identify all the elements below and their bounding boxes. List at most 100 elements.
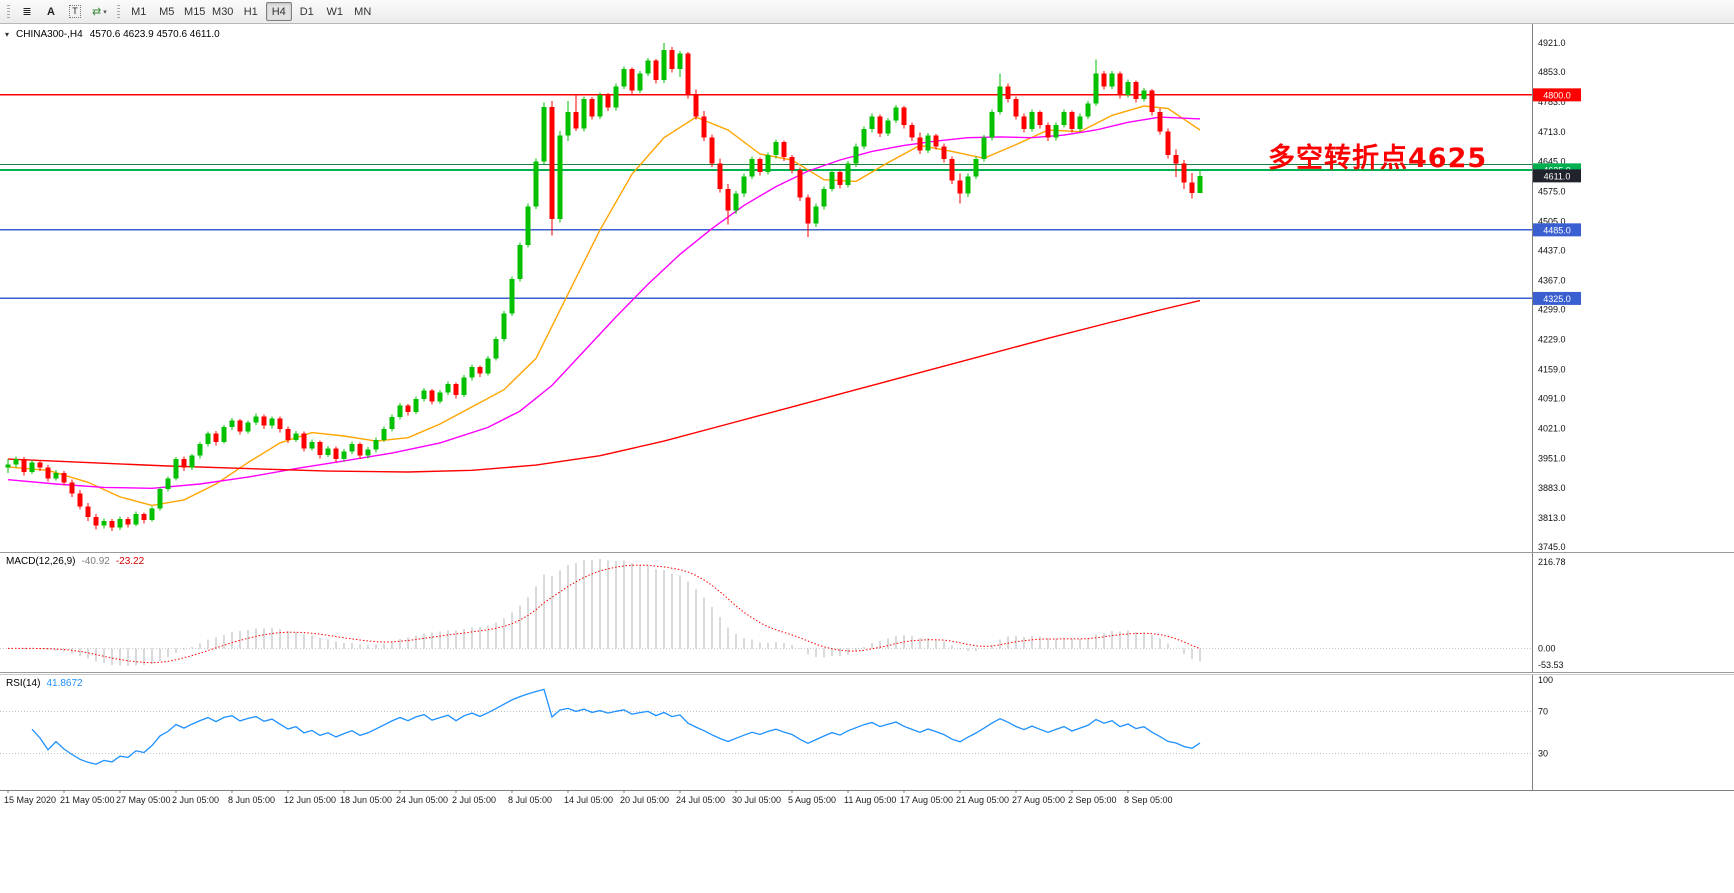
macd-header: MACD(12,26,9) -40.92 -23.22 xyxy=(6,556,144,567)
price-axis-label: 3745.0 xyxy=(1538,542,1566,552)
timeframe-button-h1[interactable]: H1 xyxy=(238,2,264,21)
candle-body xyxy=(21,459,27,472)
timeframe-button-w1[interactable]: W1 xyxy=(322,2,348,21)
candle-body xyxy=(389,417,395,430)
candle-body xyxy=(325,448,331,455)
candle-body xyxy=(581,99,587,129)
candle-body xyxy=(613,86,619,108)
candle-body xyxy=(493,339,499,359)
price-badge xyxy=(1533,223,1581,237)
candle-body xyxy=(1133,82,1139,100)
candle-body xyxy=(245,422,251,432)
candle-body xyxy=(629,69,635,91)
timeframe-button-m5[interactable]: M5 xyxy=(154,2,180,21)
candle-body xyxy=(565,112,571,136)
candle-body xyxy=(45,467,51,479)
tick-chart-icon[interactable]: ≣ xyxy=(16,2,38,21)
pane-separator[interactable] xyxy=(0,672,1734,673)
candle-body xyxy=(261,416,267,426)
time-axis[interactable]: 15 May 2020 21 May 05:00 27 May 05:00 2 Jun… xyxy=(0,790,1734,808)
macd-pane[interactable]: 216.78 0.00 -53.53 MACD(12,26,9) -40.92 -2… xyxy=(0,553,1734,672)
pane-separator[interactable] xyxy=(0,552,1734,553)
pane-separator xyxy=(0,674,1734,675)
candle-body xyxy=(125,519,131,525)
rsi-header: RSI(14) 41.8672 xyxy=(6,678,83,689)
text-tool-icon[interactable]: T xyxy=(64,2,86,21)
candle-body xyxy=(717,163,723,190)
candle-body xyxy=(133,514,139,525)
arrows-tool-icon[interactable]: ⇄ ▾ xyxy=(88,2,111,21)
timeframe-button-mn[interactable]: MN xyxy=(350,2,376,21)
price-axis-label: 4229.0 xyxy=(1538,335,1566,345)
candle-body xyxy=(1109,73,1115,87)
candle-body xyxy=(709,137,715,164)
candle-body xyxy=(1029,112,1035,130)
candle-body xyxy=(701,116,707,138)
candle-body xyxy=(821,189,827,207)
candle-body xyxy=(589,99,595,117)
candle-body xyxy=(397,405,403,418)
time-axis-label: 8 Jun 05:00 xyxy=(228,795,275,805)
price-axis-label: 4159.0 xyxy=(1538,365,1566,375)
timeframe-button-d1[interactable]: D1 xyxy=(294,2,320,21)
candle-body xyxy=(1101,73,1107,87)
toolbar-grip-2[interactable] xyxy=(116,4,120,19)
candle-body xyxy=(805,197,811,224)
candle-body xyxy=(845,163,851,185)
text-label-icon[interactable]: A xyxy=(40,2,62,21)
time-axis-label: 24 Jul 05:00 xyxy=(676,795,725,805)
candle-body xyxy=(1021,116,1027,130)
macd-scale-label: 216.78 xyxy=(1538,557,1566,567)
price-axis-label: 3883.0 xyxy=(1538,483,1566,493)
candle-body xyxy=(301,433,307,449)
candle-body xyxy=(461,377,467,395)
candle-body xyxy=(1085,103,1091,117)
timeframe-button-m1[interactable]: M1 xyxy=(126,2,152,21)
candle-body xyxy=(421,390,427,400)
time-axis-label: 30 Jul 05:00 xyxy=(732,795,781,805)
candle-body xyxy=(253,416,259,423)
candle-body xyxy=(173,459,179,479)
candle-body xyxy=(293,433,299,440)
time-axis-label: 14 Jul 05:00 xyxy=(564,795,613,805)
candle-body xyxy=(989,112,995,138)
candle-body xyxy=(885,120,891,134)
toolbar-grip[interactable] xyxy=(7,4,10,19)
rsi-line xyxy=(31,688,1201,765)
candle-body xyxy=(1125,82,1131,95)
timeframe-button-m15[interactable]: M15 xyxy=(182,2,208,21)
annotation-text[interactable]: 多空转折点4625 xyxy=(1268,143,1488,174)
candle-body xyxy=(965,176,971,194)
candle-body xyxy=(277,418,283,430)
time-axis-label: 20 Jul 05:00 xyxy=(620,795,669,805)
candle-body xyxy=(37,462,43,468)
candle-body xyxy=(181,459,187,468)
price-axis-label: 4921.0 xyxy=(1538,38,1566,48)
candle-body xyxy=(69,482,75,494)
ma-fast-line xyxy=(7,105,1201,507)
price-axis-label: 3813.0 xyxy=(1538,513,1566,523)
time-axis-label: 8 Jul 05:00 xyxy=(508,795,552,805)
tool-icons-group: ≣ A T ⇄ ▾ xyxy=(15,2,112,21)
price-axis-label: 3951.0 xyxy=(1538,454,1566,464)
candle-body xyxy=(1013,99,1019,117)
candle-body xyxy=(285,429,291,440)
candle-body xyxy=(909,124,915,138)
timeframe-button-h4[interactable]: H4 xyxy=(265,2,292,21)
price-badge-label: 4611.0 xyxy=(1544,171,1571,181)
candle-body xyxy=(269,418,275,426)
candle-body xyxy=(653,60,659,80)
price-axis-label: 4021.0 xyxy=(1538,424,1566,434)
price-axis-label: 4853.0 xyxy=(1538,67,1566,77)
candle-body xyxy=(5,464,11,468)
candle-body xyxy=(1189,182,1195,193)
candle-body xyxy=(13,459,19,465)
price-badge xyxy=(1533,291,1581,305)
chart-collapse-icon[interactable]: ▾ xyxy=(5,30,10,39)
macd-scale-label: 0.00 xyxy=(1538,643,1556,653)
rsi-pane[interactable]: 100 70 30 RSI(14) 41.8672 xyxy=(0,675,1734,790)
candle-body xyxy=(813,206,819,224)
main-chart-pane[interactable]: 4921.0 4853.0 4783.0 4713.0 4645.0 4575.0 4505… xyxy=(0,24,1734,552)
candle-body xyxy=(661,49,667,80)
timeframe-button-m30[interactable]: M30 xyxy=(210,2,236,21)
